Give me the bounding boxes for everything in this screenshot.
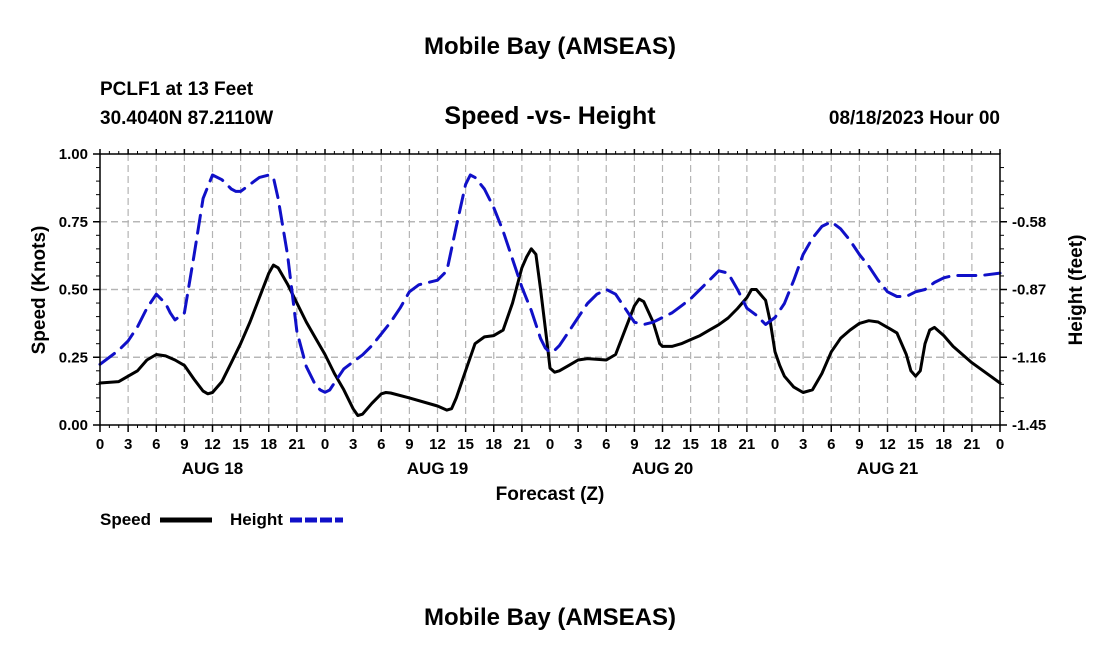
right-tick-label: -1.45: [1012, 417, 1046, 434]
footer-title: Mobile Bay (AMSEAS): [424, 604, 676, 631]
left-axis-label: Speed (Knots): [29, 226, 50, 355]
page-title: Mobile Bay (AMSEAS): [424, 33, 676, 60]
x-tick-label: 18: [710, 436, 727, 453]
left-tick-label: 0.50: [59, 282, 88, 299]
left-tick-label: 0.00: [59, 417, 88, 434]
day-label: AUG 20: [632, 459, 693, 478]
x-tick-label: 12: [879, 436, 896, 453]
x-tick-label: 6: [602, 436, 610, 453]
x-tick-label: 21: [514, 436, 531, 453]
x-tick-label: 18: [485, 436, 502, 453]
x-tick-label: 0: [996, 436, 1004, 453]
x-tick-label: 9: [630, 436, 638, 453]
x-tick-label: 0: [546, 436, 554, 453]
speed-series-line: [98, 247, 1002, 417]
day-label: AUG 18: [182, 459, 243, 478]
day-label: AUG 21: [857, 459, 918, 478]
right-tick-label: -0.58: [1012, 214, 1046, 231]
x-tick-label: 12: [654, 436, 671, 453]
x-tick-label: 15: [232, 436, 249, 453]
x-tick-label: 3: [349, 436, 357, 453]
height-series-line: [98, 173, 1002, 394]
station-label: PCLF1 at 13 Feet: [100, 79, 254, 100]
day-label: AUG 19: [407, 459, 468, 478]
x-tick-label: 12: [204, 436, 221, 453]
right-tick-label: -1.16: [1012, 349, 1046, 366]
x-tick-label: 0: [771, 436, 779, 453]
axes: 0 3 6 9 12 15 18 21 0 3 6 9 12 15 18 21 0 3 6 9 12 15 18 21 0 3 6 9…: [59, 146, 1046, 478]
right-axis-label: Height (feet): [1066, 235, 1087, 346]
station-coords: 30.4040N 87.2110W: [100, 108, 273, 129]
chart-title: Speed -vs- Height: [444, 102, 656, 130]
x-tick-label: 0: [321, 436, 329, 453]
grid: [100, 154, 1000, 425]
x-tick-label: 6: [152, 436, 160, 453]
x-tick-label: 18: [260, 436, 277, 453]
x-tick-label: 15: [682, 436, 699, 453]
x-tick-label: 21: [289, 436, 306, 453]
x-tick-label: 9: [405, 436, 413, 453]
x-tick-label: 15: [907, 436, 924, 453]
forecast-date: 08/18/2023 Hour 00: [829, 108, 1000, 129]
x-tick-label: 21: [739, 436, 756, 453]
legend: Speed Height: [100, 510, 343, 529]
legend-speed-label: Speed: [100, 510, 151, 529]
left-tick-label: 0.75: [59, 214, 88, 231]
x-tick-label: 3: [574, 436, 582, 453]
left-tick-label: 0.25: [59, 349, 88, 366]
x-tick-label: 3: [799, 436, 807, 453]
left-tick-label: 1.00: [59, 146, 88, 163]
x-tick-label: 6: [827, 436, 835, 453]
x-tick-label: 3: [124, 436, 132, 453]
x-tick-label: 9: [180, 436, 188, 453]
x-tick-label: 6: [377, 436, 385, 453]
x-tick-label: 21: [964, 436, 981, 453]
x-tick-label: 0: [96, 436, 104, 453]
right-tick-label: -0.87: [1012, 282, 1046, 299]
x-tick-label: 9: [855, 436, 863, 453]
x-tick-label: 18: [935, 436, 952, 453]
x-axis-label: Forecast (Z): [496, 484, 605, 505]
legend-height-label: Height: [230, 510, 283, 529]
x-tick-label: 15: [457, 436, 474, 453]
series-group: [98, 173, 1002, 417]
x-tick-label: 12: [429, 436, 446, 453]
